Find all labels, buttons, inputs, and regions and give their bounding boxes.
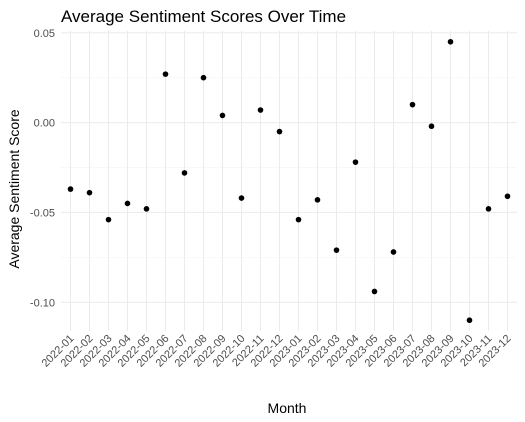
data-point	[276, 128, 283, 135]
data-point	[86, 189, 93, 196]
data-point	[371, 288, 378, 295]
x-tick-labels: 2022-012022-022022-032022-042022-052022-…	[40, 333, 514, 370]
data-point	[124, 200, 131, 207]
data-point	[466, 317, 473, 324]
data-point	[314, 197, 321, 203]
data-point	[295, 216, 302, 223]
data-point	[162, 71, 169, 77]
data-point	[257, 107, 264, 113]
data-point	[181, 170, 188, 176]
data-point	[447, 38, 454, 45]
x-axis-label: Month	[268, 400, 307, 416]
data-point	[219, 112, 226, 119]
data-point	[67, 186, 74, 192]
data-point	[333, 247, 340, 253]
data-point	[238, 195, 245, 201]
y-tick-labels: -0.10 -0.05 0.00 0.05	[30, 28, 55, 309]
chart-title: Average Sentiment Scores Over Time	[61, 7, 346, 26]
y-tick-label: -0.05	[30, 207, 55, 219]
data-points	[67, 38, 511, 324]
y-tick-label: 0.05	[34, 28, 55, 40]
data-point	[485, 206, 492, 212]
data-point	[143, 206, 150, 212]
data-point	[428, 123, 435, 130]
data-point	[352, 159, 359, 165]
data-point	[390, 249, 397, 255]
grid	[61, 31, 517, 331]
y-axis-label: Average Sentiment Score	[6, 109, 22, 268]
y-tick-label: -0.10	[30, 297, 55, 309]
y-tick-label: 0.00	[34, 118, 55, 130]
data-point	[504, 193, 511, 200]
data-point	[409, 101, 416, 108]
data-point	[105, 216, 112, 223]
data-point	[200, 74, 207, 81]
